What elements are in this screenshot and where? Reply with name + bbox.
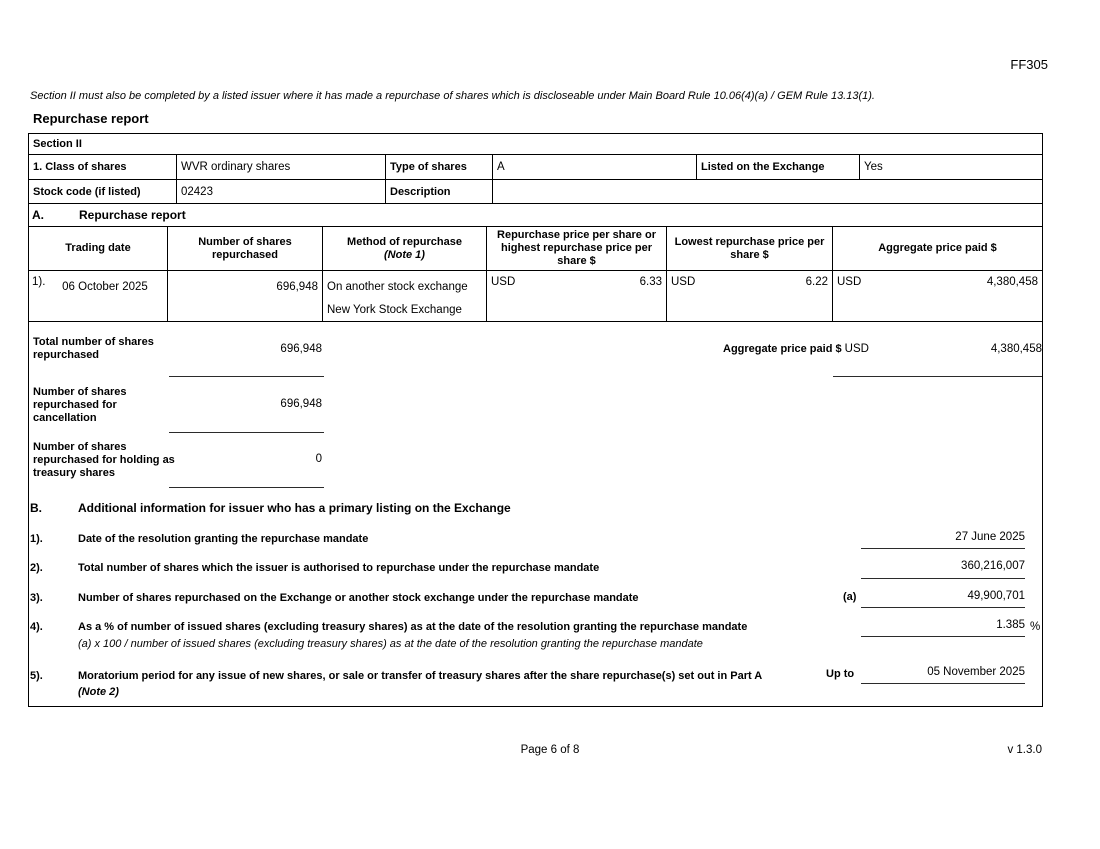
high-price-cell: USD 6.33 (487, 271, 667, 321)
repurchase-form-box: Section II 1. Class of shares WVR ordina… (28, 133, 1043, 707)
page-title: Repurchase report (33, 111, 149, 126)
item4-value: 1.385 (996, 619, 1025, 631)
listed-on-exchange-label: Listed on the Exchange (697, 155, 860, 179)
item4-sublabel: (a) x 100 / number of issued shares (exc… (78, 638, 703, 650)
type-of-shares-label: Type of shares (386, 155, 493, 179)
item5-label: Moratorium period for any issue of new s… (78, 670, 763, 682)
class-of-shares-row: 1. Class of shares WVR ordinary shares T… (29, 155, 1042, 180)
cancellation-shares-value: 696,948 (280, 398, 322, 410)
col-header-method-text: Method of repurchase (347, 235, 462, 248)
col-header-method: Method of repurchase (Note 1) (323, 227, 487, 270)
part-a-title: Repurchase report (79, 208, 186, 222)
item3-underline (861, 607, 1025, 608)
item1-label: Date of the resolution granting the repu… (78, 533, 369, 545)
trading-date-value: 06 October 2025 (62, 281, 148, 293)
aggregate-price-cell: USD 4,380,458 (833, 271, 1042, 321)
item5-value: 05 November 2025 (927, 666, 1025, 678)
shares-repurchased-value: 696,948 (276, 281, 318, 293)
type-of-shares-value: A (493, 155, 697, 179)
item4-number: 4). (30, 621, 43, 633)
total-shares-value: 696,948 (280, 343, 322, 355)
item4-percent-sign: % (1030, 621, 1041, 633)
item3-number: 3). (30, 592, 43, 604)
item2-underline (861, 578, 1025, 579)
aggregate-paid-label: Aggregate price paid $ (723, 343, 842, 355)
low-price-cell: USD 6.22 (667, 271, 833, 321)
item2-label: Total number of shares which the issuer … (78, 562, 600, 574)
col-header-shares-repurchased: Number of shares repurchased (168, 227, 323, 270)
stock-code-row: Stock code (if listed) 02423 Description (29, 180, 1042, 204)
part-a-letter: A. (32, 208, 44, 222)
row-index: 1). (32, 276, 46, 288)
item5-note: (Note 2) (78, 686, 119, 698)
col-header-method-note: (Note 1) (384, 248, 425, 261)
item5-number: 5). (30, 670, 43, 682)
page-number: Page 6 of 8 (520, 744, 580, 756)
cancellation-shares-label: Number of shares repurchased for cancell… (33, 386, 127, 424)
part-b-letter: B. (30, 501, 42, 515)
disclaimer-text: Section II must also be completed by a l… (30, 90, 875, 102)
method-value: On another stock exchange (327, 281, 468, 293)
repurchase-table-header-row: Trading date Number of shares repurchase… (29, 227, 1042, 271)
item4-underline (861, 636, 1025, 637)
aggregate-paid-label-group: Aggregate price paid $ USD (723, 343, 869, 355)
aggregate-price-currency: USD (837, 276, 862, 288)
aggregate-paid-currency: USD (844, 343, 869, 355)
item1-number: 1). (30, 533, 43, 545)
item1-value: 27 June 2025 (955, 531, 1025, 543)
method-cell: On another stock exchange New York Stock… (323, 271, 487, 321)
listed-on-exchange-value: Yes (864, 161, 883, 173)
treasury-shares-label: Number of shares repurchased for holding… (33, 441, 175, 479)
class-of-shares-label: 1. Class of shares (29, 155, 177, 179)
part-b-title: Additional information for issuer who ha… (78, 501, 511, 515)
col-header-trading-date: Trading date (29, 227, 168, 270)
stock-code-label: Stock code (if listed) (29, 180, 177, 203)
section-ii-label: Section II (33, 138, 82, 150)
col-header-aggregate-price: Aggregate price paid $ (878, 242, 997, 254)
class-of-shares-value: WVR ordinary shares (177, 155, 386, 179)
low-price-value: 6.22 (805, 276, 828, 288)
description-value (493, 180, 1042, 203)
item5-underline (861, 683, 1025, 684)
treasury-shares-underline (169, 487, 324, 488)
method-detail-value: New York Stock Exchange (327, 304, 462, 316)
item2-value: 360,216,007 (961, 560, 1025, 572)
item1-underline (861, 548, 1025, 549)
trading-date-cell: 1). 06 October 2025 (29, 271, 168, 321)
item3-value: 49,900,701 (967, 590, 1025, 602)
total-shares-label: Total number of shares repurchased (33, 336, 154, 361)
form-code: FF305 (1010, 57, 1048, 72)
shares-repurchased-cell: 696,948 (168, 271, 323, 321)
description-label: Description (386, 180, 493, 203)
cancellation-shares-underline (169, 432, 324, 433)
high-price-currency: USD (491, 276, 516, 288)
col-header-high-price: Repurchase price per share or highest re… (487, 227, 667, 270)
form-version: v 1.3.0 (1007, 744, 1042, 756)
high-price-value: 6.33 (639, 276, 662, 288)
item2-number: 2). (30, 562, 43, 574)
low-price-currency: USD (671, 276, 696, 288)
stock-code-value: 02423 (177, 180, 386, 203)
aggregate-price-value: 4,380,458 (986, 276, 1038, 288)
part-a-heading-row: A. Repurchase report (29, 204, 1042, 227)
treasury-shares-value: 0 (315, 453, 322, 465)
repurchase-table-data-row: 1). 06 October 2025 696,948 On another s… (29, 271, 1042, 322)
item3-label: Number of shares repurchased on the Exch… (78, 592, 639, 604)
item5-up-to-label: Up to (826, 668, 855, 680)
total-shares-underline (169, 376, 324, 377)
aggregate-paid-underline (833, 376, 1042, 377)
aggregate-paid-value: 4,380,458 (990, 343, 1042, 355)
col-header-low-price: Lowest repurchase price per share $ (667, 227, 833, 270)
item4-label: As a % of number of issued shares (exclu… (78, 621, 748, 633)
item3-tag: (a) (843, 591, 857, 603)
section-ii-header-row: Section II (29, 134, 1042, 155)
